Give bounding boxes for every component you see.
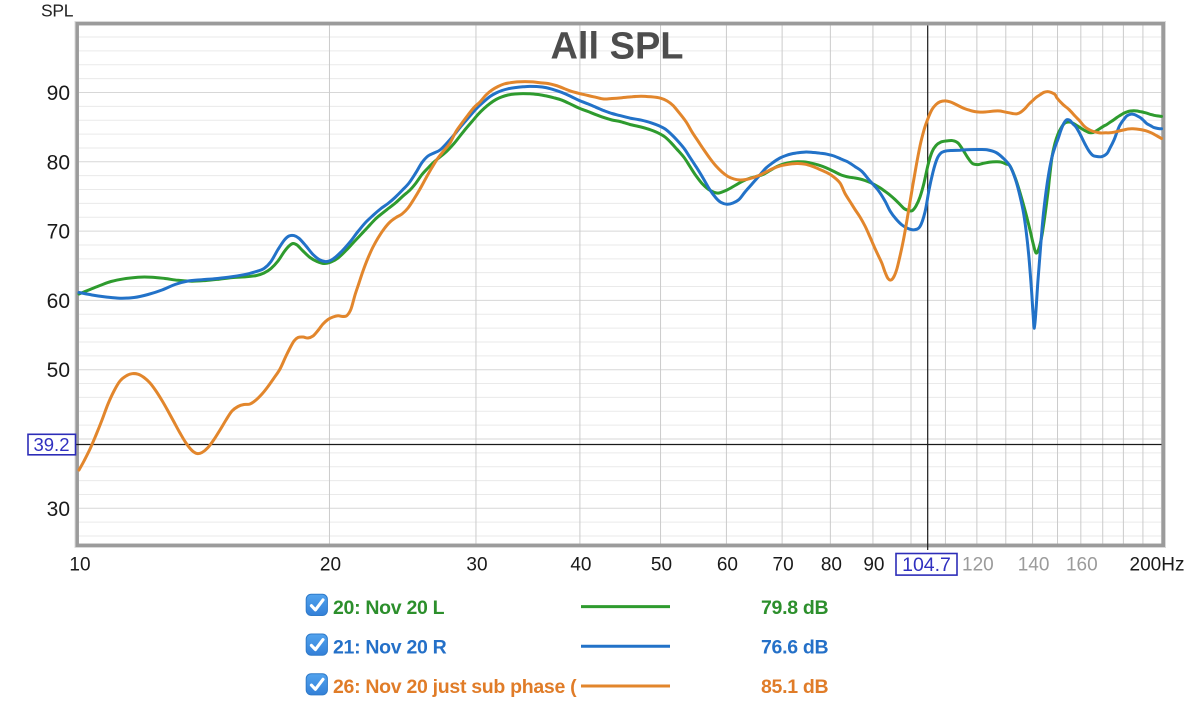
- svg-text:60: 60: [47, 290, 70, 313]
- svg-text:120: 120: [962, 555, 994, 576]
- svg-text:70: 70: [47, 221, 70, 244]
- svg-text:21: Nov 20 R: 21: Nov 20 R: [333, 637, 447, 659]
- svg-text:160: 160: [1066, 555, 1098, 576]
- svg-text:20: Nov 20 L: 20: Nov 20 L: [333, 597, 445, 619]
- svg-text:85.1 dB: 85.1 dB: [761, 676, 828, 698]
- svg-text:30: 30: [47, 498, 70, 521]
- svg-text:90: 90: [47, 82, 70, 105]
- svg-text:76.6 dB: 76.6 dB: [761, 637, 828, 659]
- svg-text:SPL: SPL: [41, 1, 74, 21]
- svg-text:140: 140: [1018, 555, 1050, 576]
- svg-text:104.7: 104.7: [902, 554, 951, 576]
- svg-text:30: 30: [466, 555, 487, 576]
- svg-text:200Hz: 200Hz: [1130, 555, 1185, 576]
- svg-text:40: 40: [570, 555, 591, 576]
- svg-text:70: 70: [773, 555, 794, 576]
- svg-text:All SPL: All SPL: [550, 26, 683, 68]
- svg-text:60: 60: [717, 555, 738, 576]
- svg-text:90: 90: [863, 555, 884, 576]
- svg-text:39.2: 39.2: [33, 434, 69, 455]
- svg-text:80: 80: [47, 151, 70, 174]
- svg-text:26: Nov 20 just sub phase (: 26: Nov 20 just sub phase (: [333, 676, 577, 698]
- svg-text:79.8 dB: 79.8 dB: [761, 597, 828, 619]
- svg-text:50: 50: [47, 359, 70, 382]
- svg-text:80: 80: [821, 555, 842, 576]
- svg-text:50: 50: [651, 555, 672, 576]
- svg-text:20: 20: [320, 555, 341, 576]
- svg-text:10: 10: [69, 555, 90, 576]
